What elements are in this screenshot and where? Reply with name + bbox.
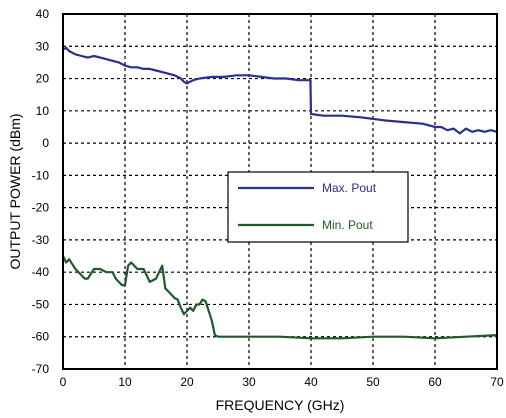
plot-frame [62, 13, 498, 370]
series-line-min-pout [62, 255, 498, 340]
legend: Max. Pout Min. Pout [227, 171, 409, 243]
y-tick-label: -30 [32, 233, 50, 247]
x-tick-label: 70 [490, 375, 504, 389]
legend-box [227, 171, 409, 243]
series-line-max-pout [62, 46, 498, 135]
x-tick-label: 50 [366, 375, 380, 389]
x-tick-label: 10 [118, 375, 132, 389]
x-tick-label: 0 [60, 375, 67, 389]
x-axis-title: FREQUENCY (GHz) [216, 397, 345, 413]
x-tick-label: 60 [428, 375, 442, 389]
y-tick-label: -20 [32, 201, 50, 215]
y-tick-label: 20 [36, 72, 50, 86]
y-tick-label: 0 [42, 136, 49, 150]
legend-label-min-pout: Min. Pout [322, 218, 373, 232]
y-tick-label: -70 [32, 362, 50, 376]
y-tick-label: 30 [36, 39, 50, 53]
series-layer [62, 46, 498, 340]
x-tick-label: 30 [242, 375, 256, 389]
y-tick-label: 10 [36, 104, 50, 118]
legend-label-max-pout: Max. Pout [322, 181, 377, 195]
y-tick-label: -50 [32, 297, 50, 311]
y-tick-label: -40 [32, 265, 50, 279]
y-axis-title: OUTPUT POWER (dBm) [7, 113, 23, 269]
y-tick-label: -10 [32, 168, 50, 182]
tick-labels: 0 10 20 30 40 50 60 70 -70 -60 -50 -40 -30 -20 -10 0 10 2… [32, 7, 504, 389]
x-tick-label: 20 [180, 375, 194, 389]
y-tick-label: 40 [36, 7, 50, 21]
y-tick-label: -60 [32, 330, 50, 344]
x-tick-label: 40 [304, 375, 318, 389]
